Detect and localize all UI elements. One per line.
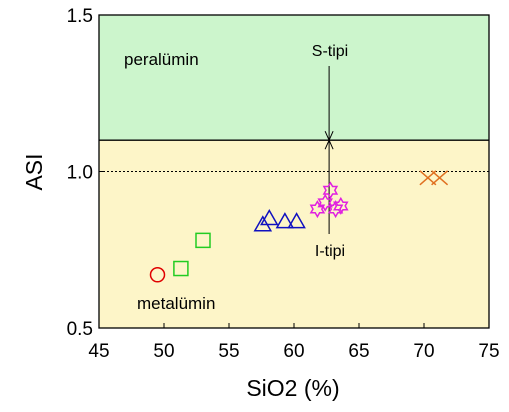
cross-point (431, 170, 449, 186)
triangle-point (260, 208, 279, 226)
x-tick-label: 60 (283, 341, 304, 362)
star-point (333, 196, 349, 215)
x-tick-label: 65 (348, 341, 369, 362)
x-tick-label: 70 (413, 341, 434, 362)
triangle-point (275, 212, 295, 229)
tick-layer: 45 50 55 60 65 70 75 0.5 1.0 1.5 (67, 6, 500, 362)
region-peralumin (99, 15, 489, 141)
star-point (327, 200, 344, 219)
region-label-peralumin: peralümin (124, 50, 199, 69)
square-point (195, 232, 211, 249)
x-tick-label: 50 (153, 341, 174, 362)
x-axis-label: SiO2 (%) (246, 375, 339, 401)
region-label-metalumin: metalümin (137, 294, 215, 313)
x-tick-label: 75 (478, 341, 499, 362)
i-type-label: I-tipi (315, 243, 345, 260)
y-axis-label: ASI (21, 153, 47, 190)
square-point (173, 260, 189, 277)
arrow-head-up (324, 138, 334, 150)
star-point (309, 200, 326, 219)
triangle-point (287, 212, 306, 229)
x-tick-label: 45 (88, 341, 109, 362)
circle-point (149, 267, 166, 283)
y-tick-label: 0.5 (67, 319, 93, 340)
star-point (322, 181, 339, 200)
y-tick-label: 1.0 (67, 163, 93, 184)
star-point (317, 193, 333, 212)
y-tick-label: 1.5 (67, 6, 93, 27)
s-type-label: S-tipi (312, 43, 348, 60)
points-layer (149, 170, 449, 283)
x-tick-label: 55 (218, 341, 239, 362)
